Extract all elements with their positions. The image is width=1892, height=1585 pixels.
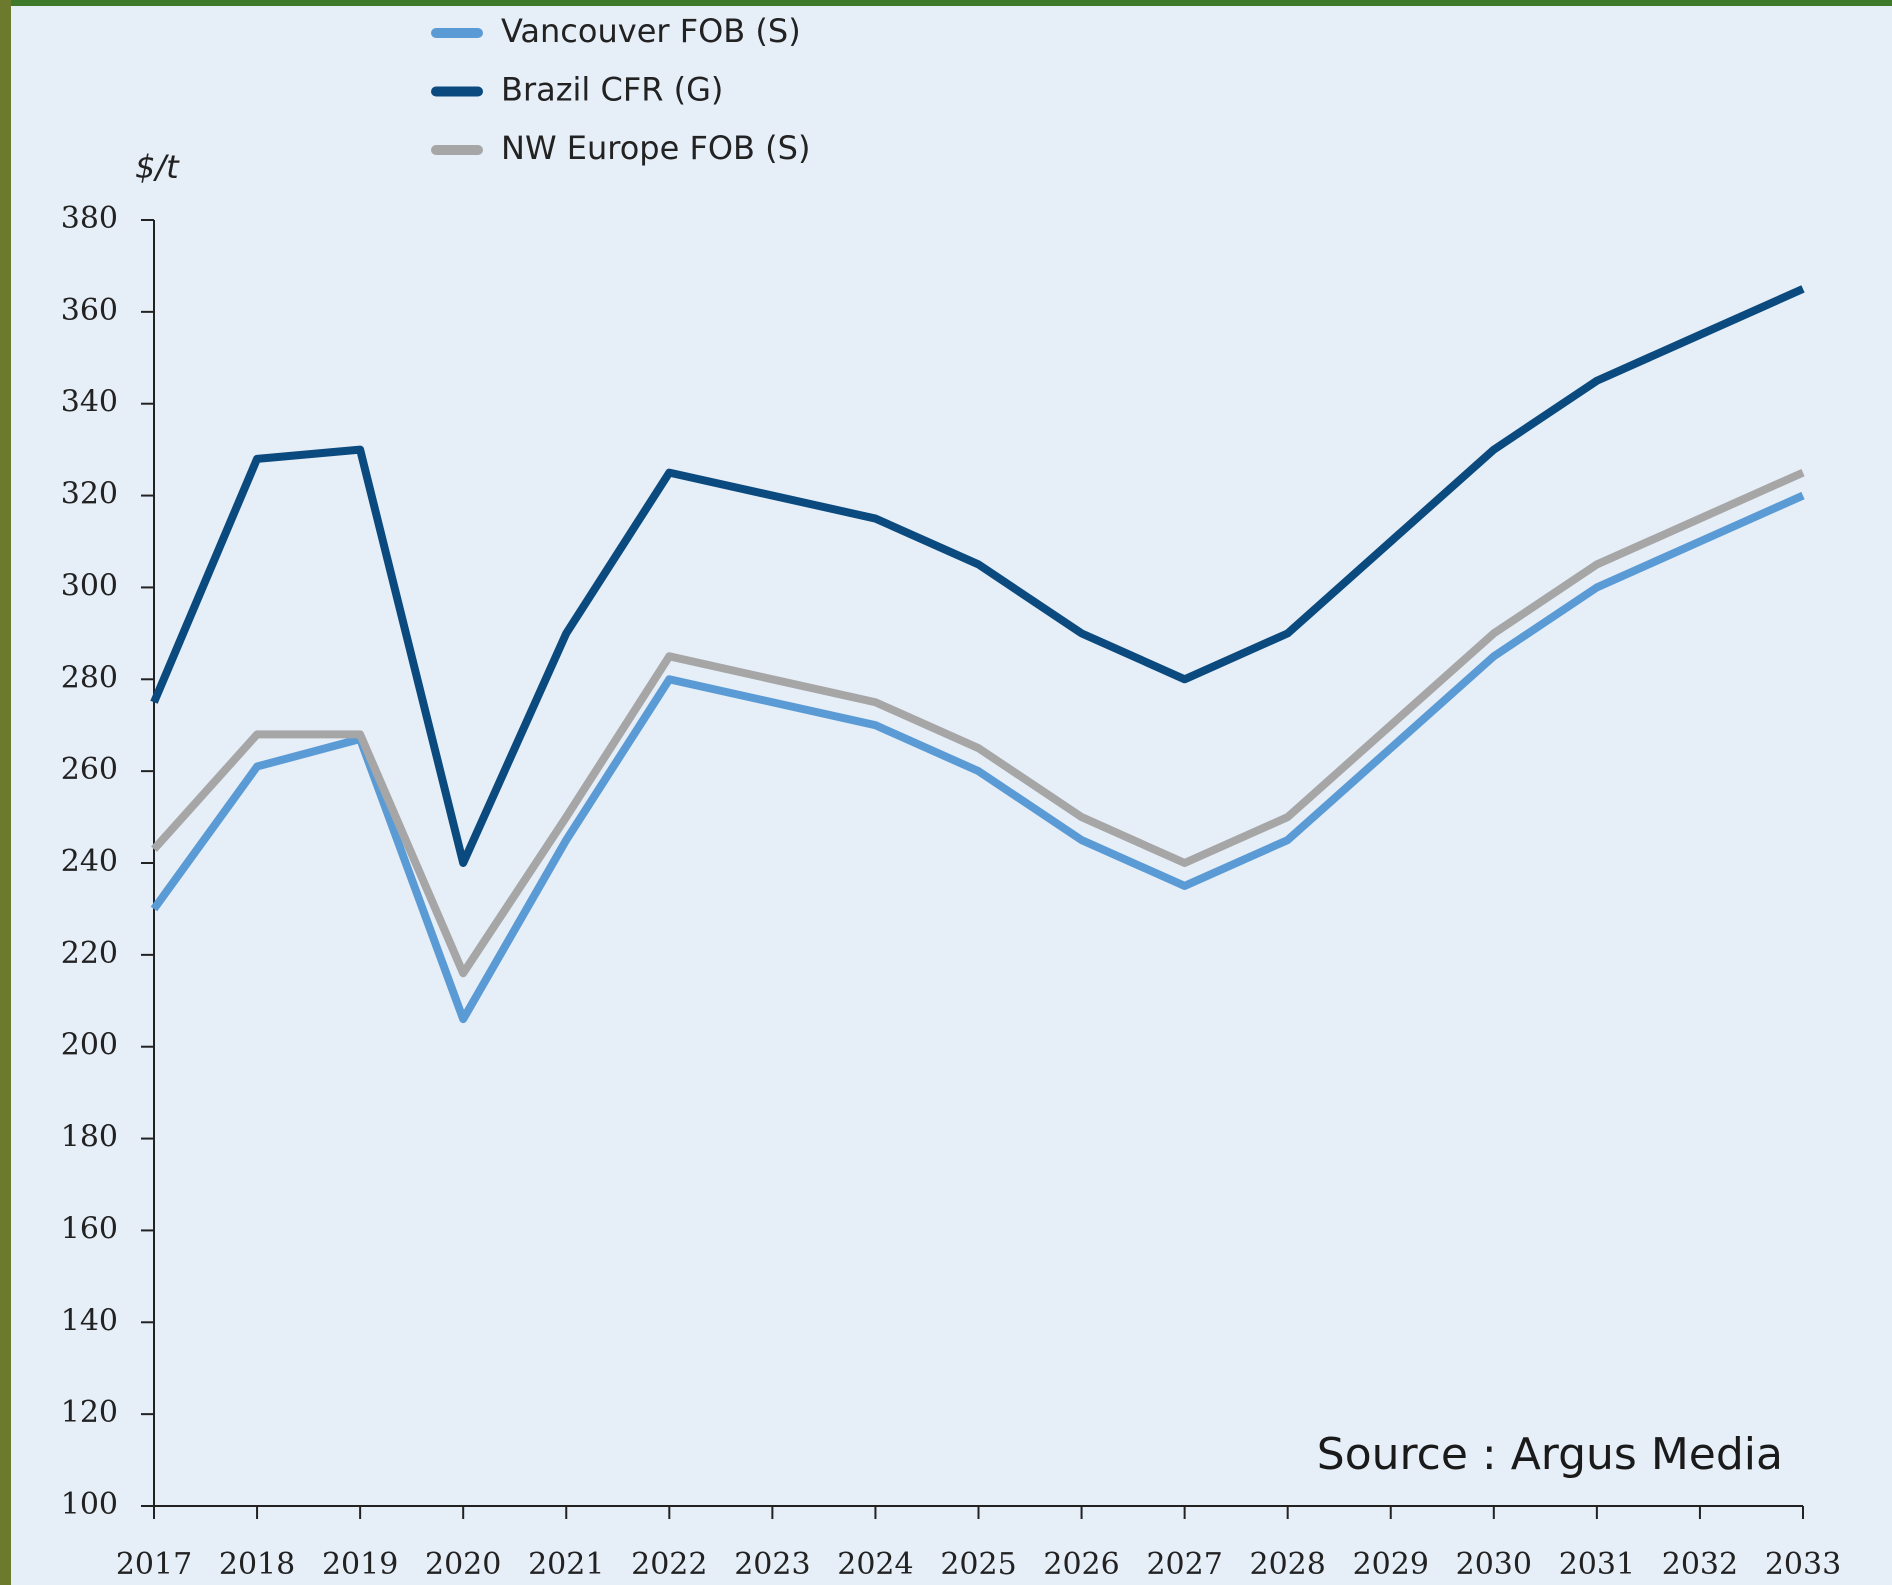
y-tick-label: 200: [61, 1028, 118, 1063]
x-tick-label: 2023: [734, 1547, 810, 1582]
y-tick-label: 280: [61, 660, 118, 695]
x-tick-label: 2028: [1250, 1547, 1326, 1582]
y-tick-label: 160: [61, 1211, 118, 1246]
source-annotation: Source : Argus Media: [1317, 1429, 1783, 1480]
legend-label: Brazil CFR (G): [501, 71, 723, 109]
y-tick-label: 100: [61, 1487, 118, 1522]
x-tick-label: 2026: [1043, 1547, 1119, 1582]
y-tick-label: 300: [61, 568, 118, 603]
y-tick-label: 180: [61, 1120, 118, 1155]
y-tick-label: 140: [61, 1303, 118, 1338]
y-tick-label: 320: [61, 477, 118, 512]
x-tick-label: 2021: [528, 1547, 604, 1582]
x-tick-label: 2024: [837, 1547, 913, 1582]
y-axis-label: $/t: [135, 148, 180, 186]
x-tick-label: 2030: [1456, 1547, 1532, 1582]
x-tick-label: 2027: [1146, 1547, 1222, 1582]
legend-label: NW Europe FOB (S): [501, 129, 810, 167]
y-tick-label: 340: [61, 385, 118, 420]
y-tick-label: 240: [61, 844, 118, 879]
y-tick-label: 220: [61, 936, 118, 971]
left-border: [0, 0, 11, 1585]
chart: $/t Source : Argus Media 100 120 140 160 180…: [0, 0, 1892, 1585]
x-tick-label: 2022: [631, 1547, 707, 1582]
x-tick-label: 2029: [1353, 1547, 1429, 1582]
y-tick-label: 360: [61, 293, 118, 328]
background: [0, 0, 1892, 1585]
y-tick-label: 380: [61, 201, 118, 236]
y-tick-label: 120: [61, 1395, 118, 1430]
x-tick-label: 2017: [116, 1547, 192, 1582]
x-tick-label: 2019: [322, 1547, 398, 1582]
x-tick-label: 2031: [1559, 1547, 1635, 1582]
x-tick-label: 2025: [940, 1547, 1016, 1582]
x-tick-label: 2020: [425, 1547, 501, 1582]
x-tick-label: 2033: [1765, 1547, 1841, 1582]
y-tick-label: 260: [61, 752, 118, 787]
top-border: [0, 0, 1892, 6]
legend-label: Vancouver FOB (S): [501, 12, 801, 50]
x-tick-label: 2032: [1662, 1547, 1738, 1582]
x-tick-label: 2018: [219, 1547, 295, 1582]
